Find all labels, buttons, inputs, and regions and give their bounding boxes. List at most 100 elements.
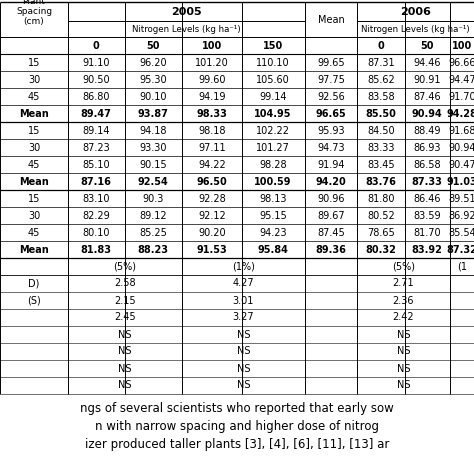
Text: 83.76: 83.76 [365, 176, 396, 186]
Text: 50: 50 [146, 40, 160, 51]
Text: 0: 0 [378, 40, 384, 51]
Text: 83.33: 83.33 [367, 143, 395, 153]
Text: NS: NS [397, 346, 410, 356]
Text: 89.67: 89.67 [317, 210, 345, 220]
Text: 94.20: 94.20 [316, 176, 346, 186]
Text: (S): (S) [27, 295, 41, 306]
Text: Nitrogen Levels (kg ha⁻¹): Nitrogen Levels (kg ha⁻¹) [132, 25, 241, 34]
Text: 85.25: 85.25 [139, 228, 167, 237]
Text: 87.33: 87.33 [411, 176, 442, 186]
Text: 94.46: 94.46 [413, 57, 441, 67]
Text: (1: (1 [457, 262, 467, 272]
Text: (5%): (5%) [392, 262, 415, 272]
Text: 83.59: 83.59 [413, 210, 441, 220]
Text: 2.71: 2.71 [392, 279, 414, 289]
Text: 86.58: 86.58 [413, 159, 441, 170]
Text: 92.56: 92.56 [317, 91, 345, 101]
Text: 88.49: 88.49 [413, 126, 441, 136]
Text: 86.80: 86.80 [82, 91, 110, 101]
Text: 15: 15 [28, 57, 40, 67]
Text: 99.14: 99.14 [259, 91, 287, 101]
Text: 99.60: 99.60 [198, 74, 226, 84]
Text: 100.59: 100.59 [254, 176, 292, 186]
Text: 95.93: 95.93 [317, 126, 345, 136]
Text: 83.92: 83.92 [411, 245, 442, 255]
Text: 93.30: 93.30 [139, 143, 167, 153]
Text: 91.70: 91.70 [448, 91, 474, 101]
Text: NS: NS [397, 364, 410, 374]
Text: 94.23: 94.23 [259, 228, 287, 237]
Text: 110.10: 110.10 [256, 57, 290, 67]
Text: 98.18: 98.18 [198, 126, 226, 136]
Text: n with narrow spacing and higher dose of nitrog: n with narrow spacing and higher dose of… [95, 420, 379, 433]
Text: 93.87: 93.87 [137, 109, 168, 118]
Text: 85.54: 85.54 [448, 228, 474, 237]
Text: 90.3: 90.3 [142, 193, 164, 203]
Text: 96.20: 96.20 [139, 57, 167, 67]
Text: Mean: Mean [19, 109, 49, 118]
Text: Mean: Mean [19, 245, 49, 255]
Text: 50: 50 [420, 40, 434, 51]
Text: 80.10: 80.10 [82, 228, 110, 237]
Text: D): D) [28, 279, 40, 289]
Text: 90.47: 90.47 [448, 159, 474, 170]
Text: 91.68: 91.68 [448, 126, 474, 136]
Text: 2005: 2005 [171, 7, 202, 17]
Text: 94.47: 94.47 [448, 74, 474, 84]
Text: 81.83: 81.83 [81, 245, 111, 255]
Text: 90.15: 90.15 [139, 159, 167, 170]
Text: 100: 100 [452, 40, 472, 51]
Text: 2.45: 2.45 [114, 312, 136, 322]
Text: 101.27: 101.27 [256, 143, 290, 153]
Text: 2.36: 2.36 [393, 295, 414, 306]
Text: ngs of several scientists who reported that early sow: ngs of several scientists who reported t… [80, 402, 394, 415]
Text: 85.62: 85.62 [367, 74, 395, 84]
Text: 2.42: 2.42 [392, 312, 414, 322]
Text: 98.13: 98.13 [259, 193, 287, 203]
Text: NS: NS [118, 364, 132, 374]
Text: 80.52: 80.52 [367, 210, 395, 220]
Text: NS: NS [118, 381, 132, 391]
Text: 92.12: 92.12 [198, 210, 226, 220]
Text: 97.11: 97.11 [198, 143, 226, 153]
Text: 94.73: 94.73 [317, 143, 345, 153]
Text: 91.94: 91.94 [317, 159, 345, 170]
Text: 45: 45 [28, 228, 40, 237]
Text: izer produced taller plants [3], [4], [6], [11], [13] ar: izer produced taller plants [3], [4], [6… [85, 438, 389, 451]
Text: 81.80: 81.80 [367, 193, 395, 203]
Text: 83.10: 83.10 [82, 193, 110, 203]
Text: NS: NS [237, 329, 250, 339]
Text: 85.50: 85.50 [365, 109, 396, 118]
Text: 87.16: 87.16 [81, 176, 111, 186]
Text: 89.36: 89.36 [316, 245, 346, 255]
Text: 2.15: 2.15 [114, 295, 136, 306]
Text: 3.27: 3.27 [233, 312, 255, 322]
Text: 86.92: 86.92 [448, 210, 474, 220]
Text: 30: 30 [28, 210, 40, 220]
Text: (1%): (1%) [232, 262, 255, 272]
Text: 87.32: 87.32 [447, 245, 474, 255]
Text: 82.29: 82.29 [82, 210, 110, 220]
Text: 84.50: 84.50 [367, 126, 395, 136]
Text: 92.28: 92.28 [198, 193, 226, 203]
Text: 90.96: 90.96 [317, 193, 345, 203]
Text: 95.30: 95.30 [139, 74, 167, 84]
Text: NS: NS [237, 364, 250, 374]
Text: NS: NS [397, 329, 410, 339]
Text: 45: 45 [28, 159, 40, 170]
Text: 98.33: 98.33 [197, 109, 228, 118]
Text: 90.10: 90.10 [139, 91, 167, 101]
Text: 98.28: 98.28 [259, 159, 287, 170]
Text: 104.95: 104.95 [254, 109, 292, 118]
Text: 78.65: 78.65 [367, 228, 395, 237]
Text: 2006: 2006 [400, 7, 431, 17]
Text: 96.50: 96.50 [197, 176, 228, 186]
Text: NS: NS [237, 346, 250, 356]
Text: 85.10: 85.10 [82, 159, 110, 170]
Text: 94.22: 94.22 [198, 159, 226, 170]
Text: 91.10: 91.10 [82, 57, 110, 67]
Text: 90.94: 90.94 [411, 109, 442, 118]
Text: NS: NS [118, 346, 132, 356]
Text: Nitrogen Levels (kg ha⁻¹): Nitrogen Levels (kg ha⁻¹) [361, 25, 470, 34]
Text: Mean: Mean [318, 15, 345, 25]
